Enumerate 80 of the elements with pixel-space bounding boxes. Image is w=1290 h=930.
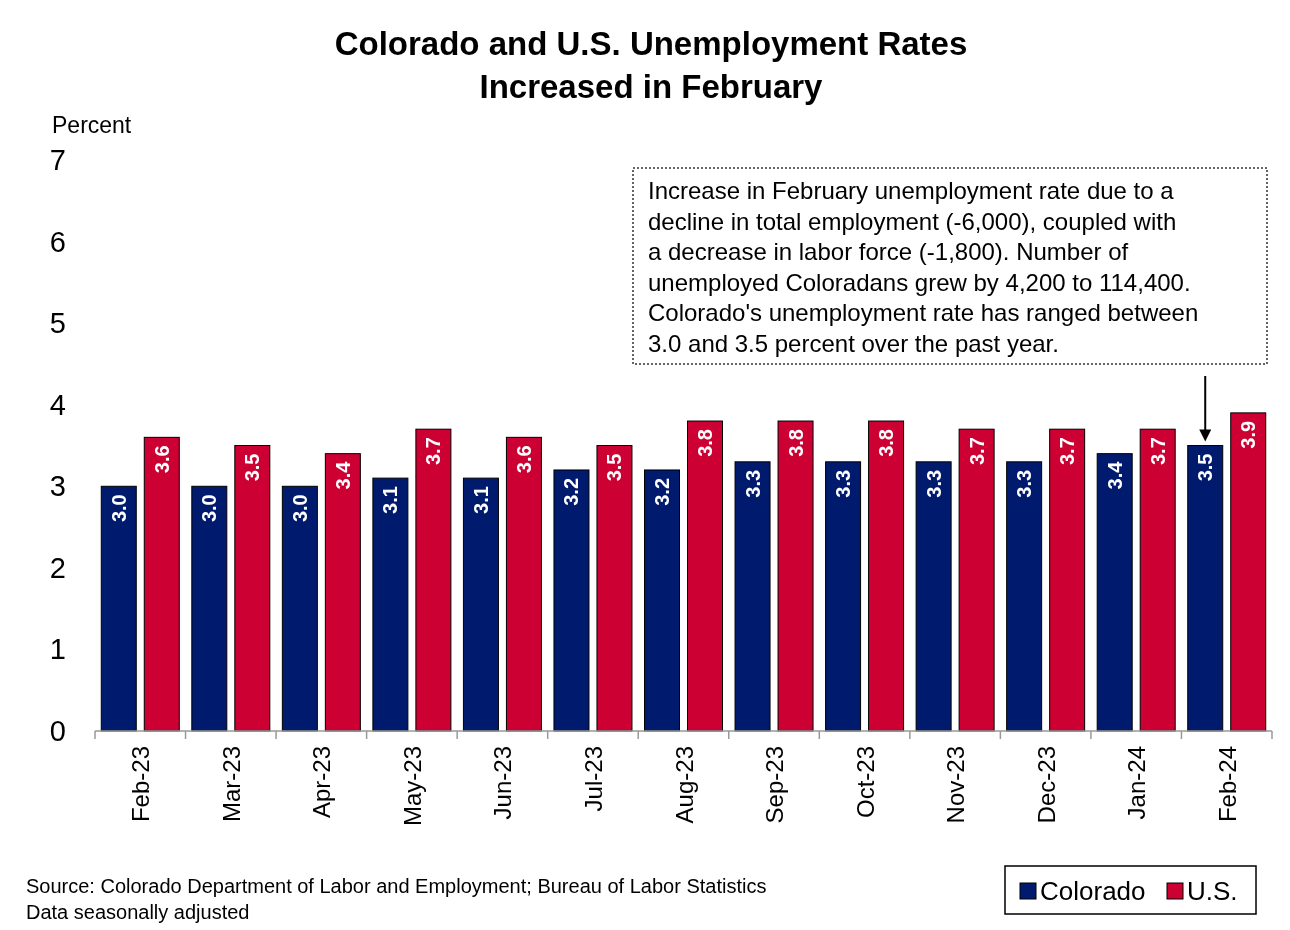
text: Data seasonally adjusted	[26, 901, 250, 923]
x-tick-label: Mar-23	[217, 746, 245, 823]
data-label: 3.3	[832, 469, 855, 498]
bar	[825, 461, 862, 732]
y-axis-title: Percent	[52, 112, 132, 138]
data-label: 3.5	[603, 453, 626, 482]
bar	[462, 477, 499, 732]
data-label: 3.0	[198, 494, 221, 523]
x-tick-label: Jun-23	[489, 746, 517, 820]
bar	[324, 453, 361, 732]
bar	[1006, 461, 1043, 732]
bar	[596, 445, 633, 732]
x-tick-label: Jan-24	[1123, 746, 1151, 820]
bar	[958, 428, 995, 732]
x-tick-label: Feb-23	[127, 746, 155, 823]
y-tick-label: 6	[49, 225, 66, 258]
x-tick-label: Nov-23	[942, 746, 970, 824]
y-tick-label: 3	[49, 470, 66, 503]
bar	[372, 477, 409, 732]
bar	[644, 469, 680, 732]
bar	[734, 461, 771, 732]
y-tick-label: 0	[49, 715, 66, 747]
y-tick-label: 7	[49, 144, 66, 176]
data-label: 3.7	[1056, 437, 1079, 465]
y-tick-label: 4	[49, 388, 66, 421]
bar	[234, 445, 271, 732]
x-tick-label: Jul-23	[579, 746, 607, 812]
data-label: 3.4	[331, 460, 354, 490]
bar	[687, 420, 723, 732]
bar	[100, 485, 137, 732]
x-tick-label: Oct-23	[851, 746, 879, 819]
data-label: 3.8	[875, 429, 898, 457]
bar	[191, 485, 228, 732]
bar	[1049, 428, 1086, 732]
bar	[1096, 453, 1133, 732]
data-label: 3.1	[469, 486, 492, 514]
bar	[143, 436, 180, 732]
data-label: 3.7	[422, 437, 445, 465]
x-tick-label: Sep-23	[761, 746, 789, 824]
x-tick-label: Apr-23	[308, 746, 336, 819]
x-tick-label: Aug-23	[670, 746, 698, 824]
bar	[415, 428, 452, 732]
data-label: 3.2	[651, 477, 673, 506]
data-label: 3.3	[922, 469, 945, 498]
annotation: Increase in February unemployment rate due to a decline in total employment (-6,000), coupled with a decrease in labor force (-1,800). Number of unemployed Coloradans grew by 4,200 to 114,400. Colorado's unemployment rate has ranged between 3.0 and 3.5 percent over the past year.	[648, 177, 1199, 357]
x-tick-label: Dec-23	[1032, 746, 1060, 824]
y-tick-label: 2	[49, 551, 66, 584]
data-label: 3.3	[741, 469, 764, 498]
data-label: 3.8	[784, 429, 807, 457]
bar	[1187, 445, 1224, 732]
bar	[915, 461, 952, 732]
data-label: 3.8	[694, 429, 716, 457]
data-label: 3.0	[288, 494, 311, 523]
data-label: 3.7	[1146, 437, 1169, 465]
bar	[281, 485, 318, 732]
bar	[1139, 428, 1176, 732]
data-label: 3.1	[379, 486, 402, 514]
data-label: 3.9	[1237, 420, 1260, 449]
data-label: 3.6	[150, 445, 173, 474]
source-note: Source: Colorado Department of Labor and Employment; Bureau of Labor Statistics	[26, 875, 767, 897]
bar	[1230, 412, 1267, 732]
data-label: 3.6	[512, 445, 535, 474]
chart-title: Colorado and U.S. Unemployment Rates Increased in February	[334, 25, 968, 105]
y-tick-label: 5	[49, 307, 66, 340]
data-label: 3.3	[1013, 469, 1036, 498]
data-label: 3.7	[965, 437, 988, 465]
x-tick-label: Feb-24	[1213, 746, 1241, 823]
bar	[505, 436, 542, 732]
data-label: 3.5	[241, 453, 264, 482]
bar	[777, 420, 814, 732]
data-label: 3.4	[1103, 460, 1126, 490]
data-label: 3.5	[1194, 453, 1217, 482]
y-tick-label: 1	[49, 633, 66, 666]
data-label: 3.0	[107, 494, 130, 523]
bar	[868, 420, 905, 732]
legend-label: U.S.	[1187, 876, 1238, 906]
bar	[553, 469, 590, 732]
data-label: 3.2	[560, 477, 583, 506]
x-tick-label: May-23	[398, 746, 426, 827]
legend-label: Colorado	[1040, 876, 1146, 906]
